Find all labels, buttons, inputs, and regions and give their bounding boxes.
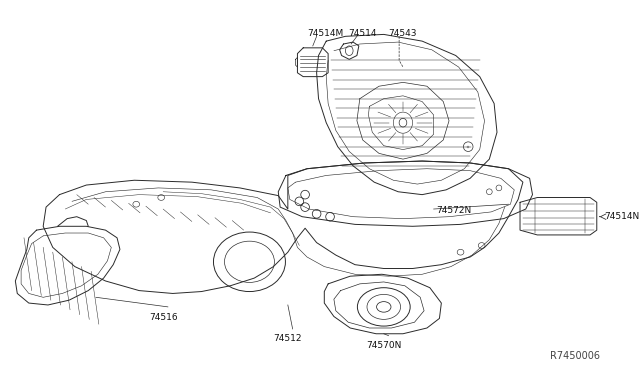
Text: 74516: 74516	[148, 312, 177, 322]
Text: 74570N: 74570N	[366, 341, 401, 350]
Text: 74543: 74543	[388, 29, 417, 38]
Text: 74514M: 74514M	[307, 29, 343, 38]
Text: 74514: 74514	[348, 29, 377, 38]
Text: 74514N: 74514N	[604, 212, 640, 221]
Text: 74572N: 74572N	[436, 206, 472, 215]
Text: R7450006: R7450006	[550, 351, 600, 361]
Text: 74512: 74512	[273, 334, 302, 343]
